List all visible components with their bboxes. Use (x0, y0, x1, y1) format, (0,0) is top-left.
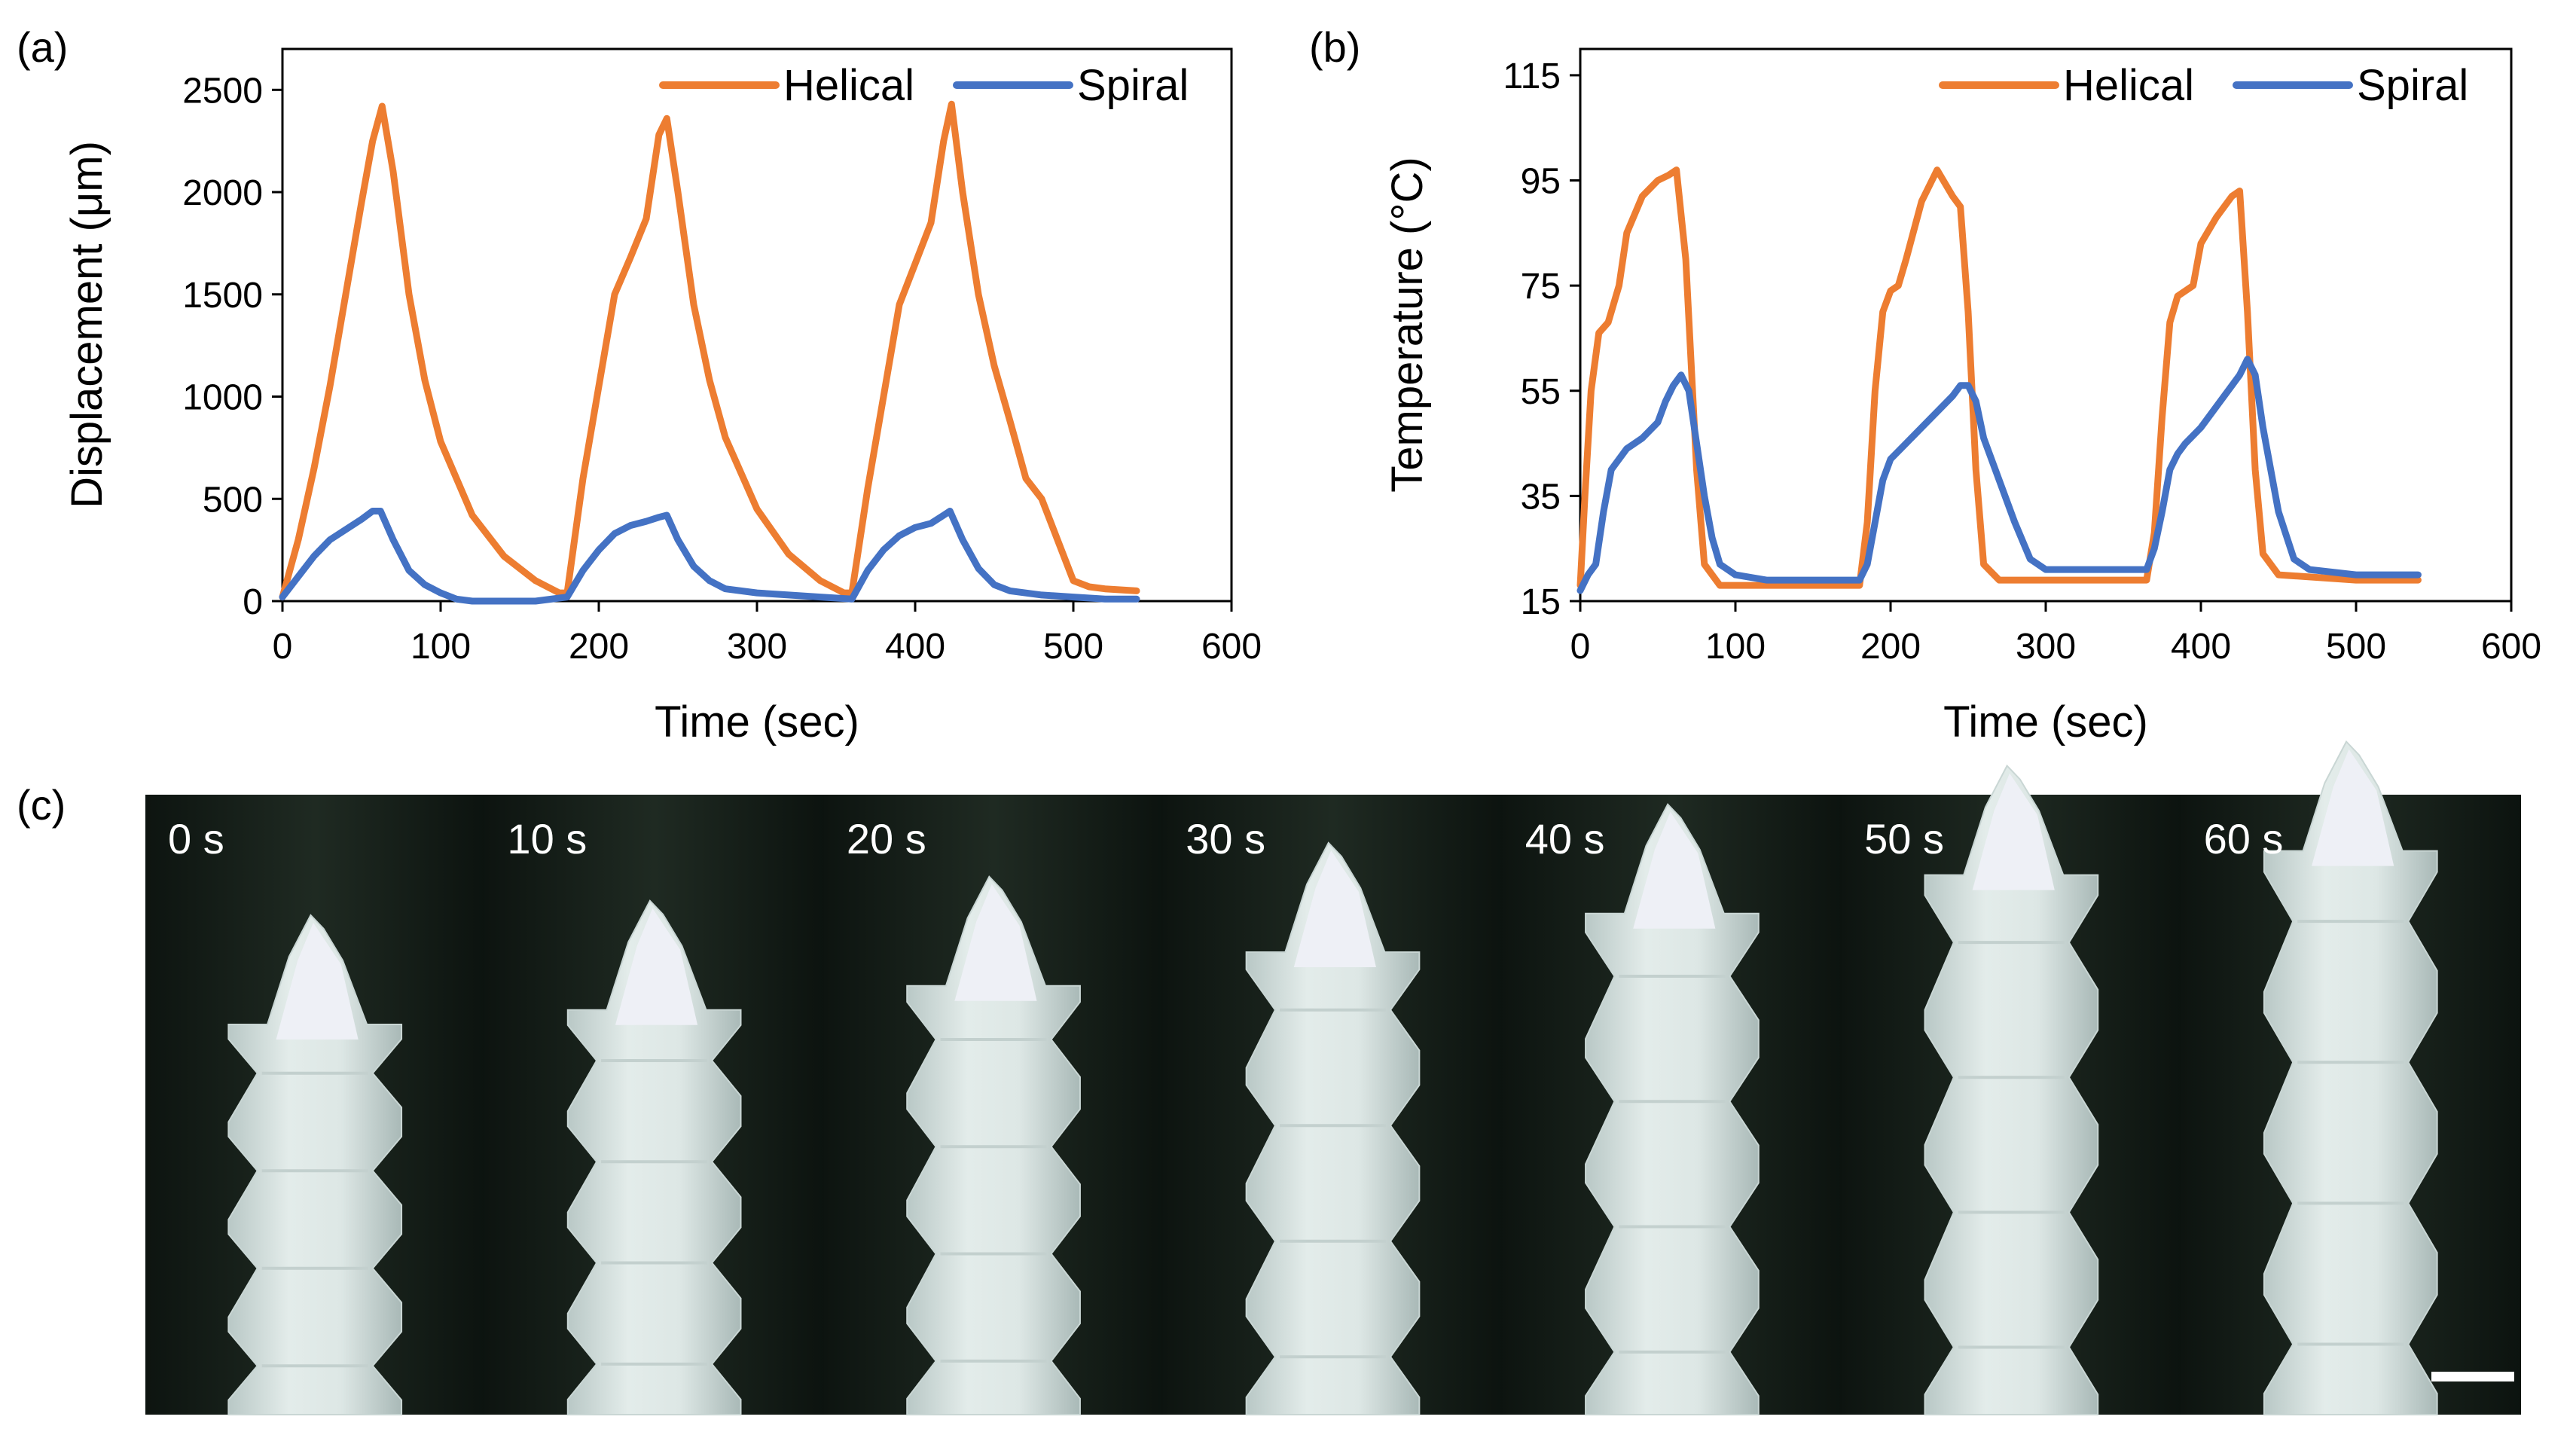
actuator-cap (1972, 773, 2055, 890)
photo-frame: 30 s (1163, 795, 1503, 1415)
photo-frame: 50 s (1842, 764, 2182, 1415)
photo-frame: 60 s (2181, 740, 2521, 1415)
chart-a-y-tick-label: 500 (203, 480, 263, 520)
chart-a-y-tick-label: 1500 (182, 276, 263, 316)
photo-frame-time-label: 30 s (1186, 815, 1265, 862)
chart-b-x-tick-label: 100 (1705, 627, 1766, 667)
chart-a-legend-label-helical: Helical (783, 61, 914, 110)
chart-displacement: 0 500 1000 1500 2000 2500 0 100 200 300 400 500 600… (63, 47, 1262, 746)
chart-a-plot-area (281, 47, 1233, 603)
chart-b-y-tick-label: 75 (1521, 267, 1561, 307)
chart-b-series (1576, 166, 2422, 594)
chart-b-y-label: Temperature (°C) (1383, 157, 1432, 492)
actuator-body (2263, 740, 2438, 1415)
actuator-body (566, 899, 742, 1415)
chart-a-x-tick-label: 0 (273, 627, 293, 667)
panel-label-a: (a) (17, 23, 68, 71)
chart-b-y-tick-label: 95 (1521, 162, 1561, 202)
chart-a-x-tick-label: 100 (411, 627, 471, 667)
chart-temperature: 15 35 55 75 95 115 0 100 200 300 400 500 600 Helica… (1383, 47, 2541, 746)
chart-b-x-tick-label: 600 (2481, 627, 2541, 667)
chart-a-y-tick-label: 1000 (182, 378, 263, 418)
chart-a-x-tick-label: 600 (1201, 627, 1262, 667)
photo-frame-time-label: 60 s (2204, 815, 2284, 862)
chart-b-x-tick-label: 200 (1860, 627, 1921, 667)
chart-a-x-tick-label: 300 (727, 627, 787, 667)
chart-b-x-tick-label: 500 (2326, 627, 2386, 667)
chart-a-x-tick-label: 200 (569, 627, 629, 667)
photo-frame: 40 s (1502, 795, 1843, 1415)
chart-a-y-tick-label: 2500 (182, 71, 263, 111)
panel-label-c: (c) (17, 781, 66, 829)
chart-b-legend-label-helical: Helical (2063, 61, 2194, 110)
photo-frame-time-label: 50 s (1864, 815, 1944, 862)
chart-b-x-tick-label: 300 (2016, 627, 2076, 667)
chart-a-legend-label-spiral: Spiral (1077, 61, 1189, 110)
chart-a-y-tick-label: 2000 (182, 173, 263, 213)
photo-frame: 0 s (145, 795, 486, 1415)
chart-b-x-label: Time (sec) (1943, 698, 2148, 746)
actuator-body (1585, 803, 1760, 1415)
chart-b-series-spiral-line (1576, 356, 2422, 594)
chart-a-y-tick-label: 0 (243, 582, 263, 622)
photo-frame-time-label: 0 s (168, 815, 224, 862)
actuator-body (1245, 841, 1421, 1415)
photo-frame: 10 s (484, 795, 825, 1415)
chart-a-x-ticks: 0 100 200 300 400 500 600 (273, 601, 1262, 667)
actuator-body (227, 914, 403, 1415)
chart-a-x-tick-label: 400 (885, 627, 945, 667)
chart-b-legend-label-spiral: Spiral (2357, 61, 2468, 110)
chart-a-series-spiral-line (279, 508, 1140, 605)
actuator-cap (2312, 749, 2394, 866)
chart-a-legend: Helical Spiral (659, 61, 1189, 110)
photo-frame-time-label: 40 s (1525, 815, 1605, 862)
chart-b-x-tick-label: 0 (1570, 627, 1591, 667)
scale-bar (2431, 1372, 2514, 1381)
chart-b-series-helical-line (1576, 166, 2422, 589)
photo-frame: 20 s (823, 795, 1164, 1415)
chart-a-series-helical-line (279, 100, 1140, 601)
chart-b-x-ticks: 0 100 200 300 400 500 600 (1570, 601, 2541, 667)
photo-strip: 0 s 10 s 20 s 30 s 40 s 50 s 60 s (145, 740, 2521, 1415)
photo-frame-time-label: 20 s (847, 815, 926, 862)
chart-a-y-ticks: 0 500 1000 1500 2000 2500 (182, 71, 282, 622)
chart-b-y-tick-label: 115 (1503, 56, 1561, 96)
chart-b-y-tick-label: 15 (1521, 582, 1561, 622)
panel-label-b: (b) (1309, 23, 1360, 71)
chart-a-series (279, 100, 1140, 605)
chart-b-y-tick-label: 55 (1521, 372, 1561, 412)
chart-b-y-tick-label: 35 (1521, 477, 1561, 517)
chart-a-y-label: Displacement (μm) (63, 141, 111, 508)
actuator-cap (1293, 850, 1376, 967)
chart-b-x-tick-label: 400 (2171, 627, 2231, 667)
photo-frame-time-label: 10 s (507, 815, 587, 862)
chart-b-legend: Helical Spiral (1939, 61, 2468, 110)
actuator-cap (954, 884, 1037, 1001)
chart-a-x-label: Time (sec) (655, 698, 859, 746)
chart-a-x-tick-label: 500 (1043, 627, 1103, 667)
chart-b-plot-area (1579, 47, 2513, 603)
actuator-cap (276, 923, 359, 1040)
actuator-body (1924, 764, 2099, 1415)
actuator-cap (615, 908, 698, 1025)
actuator-cap (1633, 811, 1716, 929)
chart-b-y-ticks: 15 35 55 75 95 115 (1503, 56, 1580, 622)
